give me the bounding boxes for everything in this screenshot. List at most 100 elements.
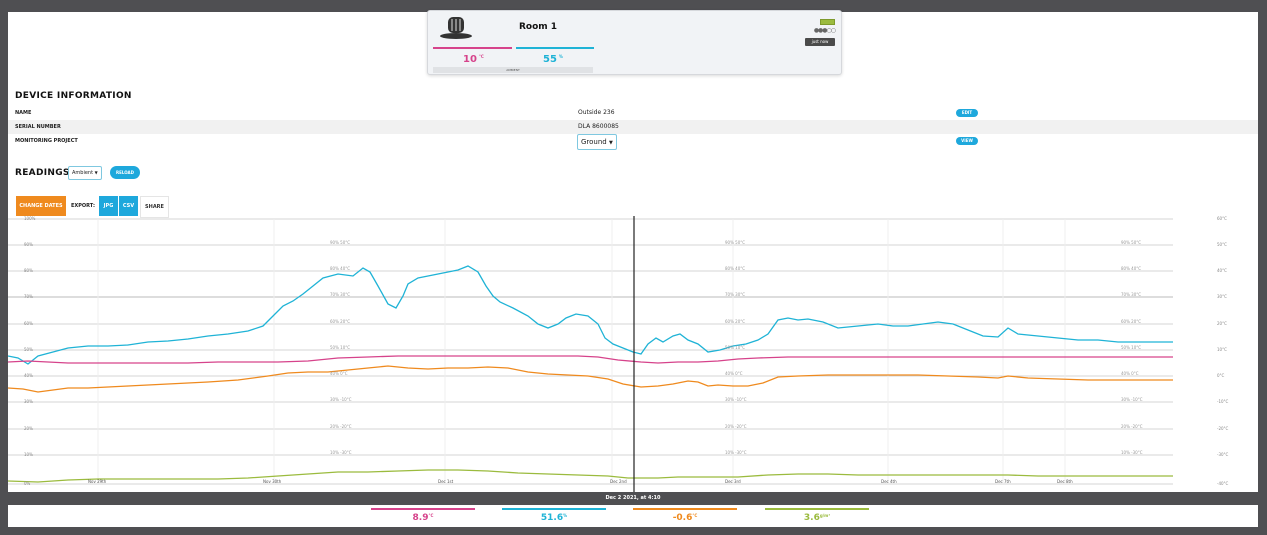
info-row-name: NAME Outside 236 EDIT (8, 106, 1258, 120)
legend-humidity: 51.6% (502, 508, 606, 523)
grid-label: 10% -30°C (725, 450, 747, 455)
grid-label: 50% 10°C (1121, 345, 1142, 350)
legend-temperature-value: 8.9°C (371, 513, 475, 523)
y-left-tick: 60% (24, 321, 33, 326)
grid-label: 10% -30°C (330, 450, 352, 455)
humidity-value: 55% (543, 54, 563, 65)
share-button[interactable]: SHARE (140, 196, 169, 218)
temperature-bar (433, 47, 512, 49)
unit: °C (692, 513, 698, 518)
export-jpg-button[interactable]: JPG (99, 196, 118, 216)
legend-absolute-humidity-value: 3.6g/m³ (765, 513, 869, 523)
info-row-project: MONITORING PROJECT Ground ▼ VIEW (8, 134, 1258, 152)
grid-label: 30% -10°C (1121, 397, 1143, 402)
x-tick: Dec 7th (995, 479, 1011, 484)
readings-chart[interactable]: 100% 90% 80% 70% 60% 50% 40% 30% 20% 10%… (8, 216, 1258, 498)
y-left-tick: 90% (24, 242, 33, 247)
y-right-tick: -40°C (1217, 481, 1229, 486)
export-csv-button[interactable]: CSV (119, 196, 138, 216)
view-button[interactable]: VIEW (956, 137, 978, 145)
legend-humidity-value: 51.6% (502, 513, 606, 523)
temperature-value: 10 °C (463, 54, 484, 65)
legend-temperature-bar (371, 508, 475, 510)
y-left-tick: 70% (24, 294, 33, 299)
grid-label: 60% 20°C (330, 319, 351, 324)
grid-label: 20% -20°C (725, 424, 747, 429)
value: 51.6 (540, 513, 564, 523)
device-title: Room 1 (519, 22, 558, 32)
legend-absolute-humidity-bar (765, 508, 869, 510)
project-label: MONITORING PROJECT (15, 138, 78, 144)
grid-label: 40% 0°C (725, 371, 743, 376)
grid-label: 40% 0°C (330, 371, 348, 376)
reading-mode-select[interactable]: Ambient ▼ (68, 166, 102, 180)
humidity-bar (516, 47, 594, 49)
legend-humidity-bar (502, 508, 606, 510)
device-card[interactable]: Room 1 ●●●○○ just now 10 °C 55% AMBIENT (427, 10, 842, 75)
grid-label: 70% 30°C (725, 292, 746, 297)
grid-label: 60% 20°C (725, 319, 746, 324)
y-left-tick: 30% (24, 399, 33, 404)
last-update-badge: just now (805, 38, 835, 46)
battery-icon (820, 19, 835, 25)
project-select[interactable]: Ground ▼ (577, 134, 617, 150)
name-value: Outside 236 (578, 109, 615, 116)
x-tick: Dec 4th (881, 479, 897, 484)
grid-label: 90% 50°C (1121, 240, 1142, 245)
y-right-tick: 60°C (1217, 216, 1227, 221)
x-tick: Nov 30th (263, 479, 282, 484)
grid-label: 60% 20°C (1121, 319, 1142, 324)
y-left-tick: 100% (24, 216, 36, 221)
y-right-tick: 20°C (1217, 321, 1227, 326)
grid-label: 10% -30°C (1121, 450, 1143, 455)
legend-dew-point: -0.6°C (633, 508, 737, 523)
signal-strength-icon: ●●●○○ (813, 27, 836, 34)
grid-label: 70% 30°C (1121, 292, 1142, 297)
y-right-tick: -10°C (1217, 399, 1229, 404)
hat-sensor-icon (440, 17, 472, 39)
serial-label: SERIAL NUMBER (15, 124, 61, 130)
unit: °C (428, 513, 434, 518)
device-information-title: DEVICE INFORMATION (15, 91, 132, 101)
y-right-tick: 0°C (1217, 373, 1225, 378)
grid-label: 50% 10°C (725, 345, 746, 350)
value: -0.6 (672, 513, 693, 523)
y-left-tick: 0% (24, 481, 31, 486)
edit-button[interactable]: EDIT (956, 109, 978, 117)
chart-plot (8, 216, 1173, 492)
legend-dew-point-value: -0.6°C (633, 513, 737, 523)
reload-button[interactable]: RELOAD (110, 166, 140, 179)
unit: % (563, 513, 568, 518)
y-left-tick: 80% (24, 268, 33, 273)
grid-label: 90% 50°C (725, 240, 746, 245)
y-left-tick: 40% (24, 373, 33, 378)
y-right-tick: 10°C (1217, 347, 1227, 352)
grid-label: 30% -10°C (330, 397, 352, 402)
change-dates-button[interactable]: CHANGE DATES (16, 196, 66, 216)
temperature-unit: °C (478, 54, 484, 59)
y-right-tick: 30°C (1217, 294, 1227, 299)
y-left-tick: 20% (24, 426, 33, 431)
x-tick: Dec 3rd (725, 479, 741, 484)
legend-dew-point-bar (633, 508, 737, 510)
x-tick: Dec 8th (1057, 479, 1073, 484)
grid-label: 30% -10°C (725, 397, 747, 402)
mode-label: AMBIENT (433, 67, 593, 73)
x-tick: Nov 29th (88, 479, 107, 484)
cursor-date-bar: Dec 2 2021, at 4:10 (8, 492, 1258, 505)
grid-label: 80% 40°C (725, 266, 746, 271)
readings-title: READINGS (15, 168, 70, 178)
legend-absolute-humidity: 3.6g/m³ (765, 508, 869, 523)
info-row-serial: SERIAL NUMBER DLA 8600085 (8, 120, 1258, 134)
y-right-tick: 50°C (1217, 242, 1227, 247)
x-tick: Dec 2nd (610, 479, 627, 484)
grid-label: 50% 10°C (330, 345, 351, 350)
name-label: NAME (15, 110, 32, 116)
chevron-down-icon: ▼ (94, 170, 98, 175)
y-right-tick: -20°C (1217, 426, 1229, 431)
humidity-number: 55 (543, 54, 557, 65)
y-right-tick: 40°C (1217, 268, 1227, 273)
grid-label: 20% -20°C (330, 424, 352, 429)
chevron-down-icon: ▼ (608, 140, 613, 146)
y-left-tick: 10% (24, 452, 33, 457)
